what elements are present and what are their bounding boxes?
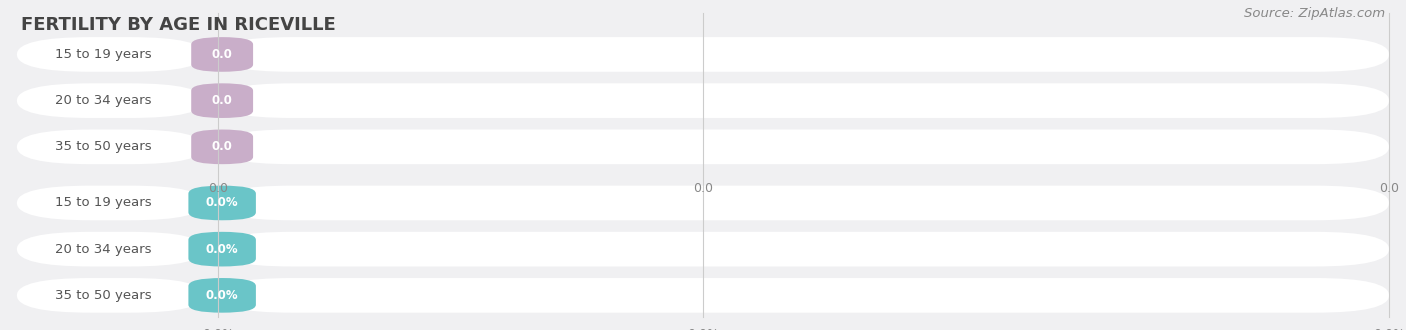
Text: 0.0%: 0.0% [688,327,718,330]
FancyBboxPatch shape [188,278,256,313]
Text: 35 to 50 years: 35 to 50 years [55,140,152,153]
FancyBboxPatch shape [191,129,253,164]
FancyBboxPatch shape [17,278,204,313]
Text: 0.0%: 0.0% [205,243,239,256]
Text: 0.0%: 0.0% [205,289,239,302]
Text: 35 to 50 years: 35 to 50 years [55,289,152,302]
Text: 0.0%: 0.0% [202,327,233,330]
FancyBboxPatch shape [17,185,204,220]
Text: 0.0: 0.0 [208,182,228,195]
Text: 0.0%: 0.0% [205,196,239,210]
Text: 15 to 19 years: 15 to 19 years [55,196,152,210]
FancyBboxPatch shape [191,83,253,118]
FancyBboxPatch shape [218,83,1389,118]
FancyBboxPatch shape [17,129,204,164]
FancyBboxPatch shape [191,37,253,72]
FancyBboxPatch shape [17,83,204,118]
Text: Source: ZipAtlas.com: Source: ZipAtlas.com [1244,7,1385,19]
Text: 0.0: 0.0 [212,48,232,61]
Text: 20 to 34 years: 20 to 34 years [55,243,152,256]
FancyBboxPatch shape [218,232,1389,267]
FancyBboxPatch shape [17,37,204,72]
Text: 20 to 34 years: 20 to 34 years [55,94,152,107]
Text: FERTILITY BY AGE IN RICEVILLE: FERTILITY BY AGE IN RICEVILLE [21,16,336,35]
FancyBboxPatch shape [188,185,256,220]
Text: 0.0: 0.0 [212,94,232,107]
FancyBboxPatch shape [218,278,1389,313]
FancyBboxPatch shape [188,232,256,267]
FancyBboxPatch shape [218,129,1389,164]
Text: 0.0: 0.0 [1379,182,1399,195]
Text: 0.0%: 0.0% [1374,327,1405,330]
FancyBboxPatch shape [218,37,1389,72]
FancyBboxPatch shape [218,185,1389,220]
Text: 15 to 19 years: 15 to 19 years [55,48,152,61]
Text: 0.0: 0.0 [693,182,713,195]
Text: 0.0: 0.0 [212,140,232,153]
FancyBboxPatch shape [17,232,204,267]
